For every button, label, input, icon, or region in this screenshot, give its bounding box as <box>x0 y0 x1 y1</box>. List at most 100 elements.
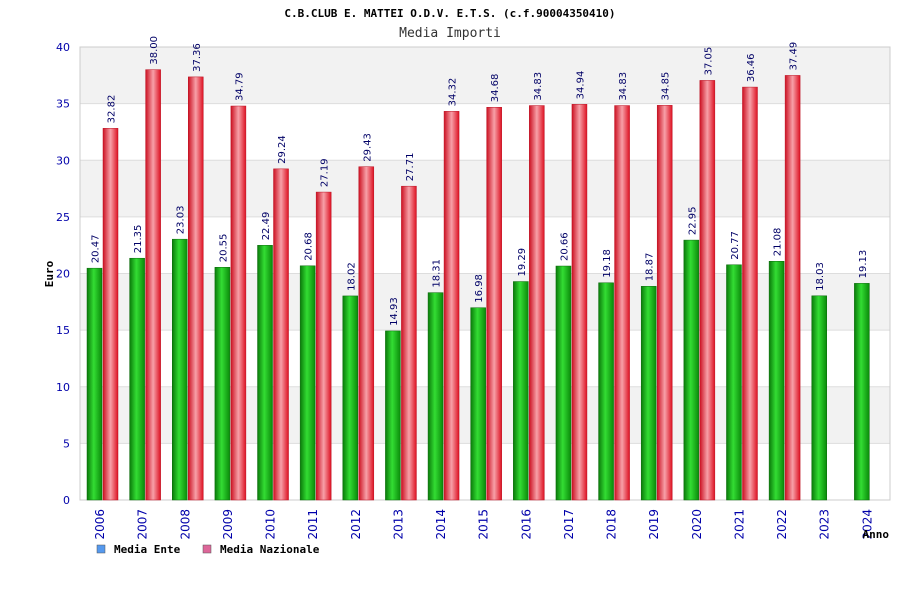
data-label: 34.85 <box>661 72 672 101</box>
y-axis: 0 5 10 15 20 25 30 35 40 <box>56 41 70 507</box>
y-tick-label: 5 <box>63 437 70 450</box>
legend-swatch-ente <box>96 544 106 554</box>
legend-entry-nazionale: Media Nazionale <box>220 543 320 556</box>
y-tick-label: 10 <box>56 381 70 394</box>
x-tick-label: 2011 <box>306 509 320 540</box>
data-label: 20.68 <box>304 232 315 261</box>
data-label: 19.18 <box>602 249 613 278</box>
data-label: 23.03 <box>176 206 187 235</box>
x-tick-label: 2008 <box>178 509 192 540</box>
bar-ente <box>86 267 103 501</box>
bar-ente <box>385 330 401 501</box>
bar-nazionale <box>571 104 588 501</box>
value-labels: 20.47 32.82 21.35 38.00 23.03 37.36 20.55 34.79… <box>91 36 869 326</box>
data-label: 20.77 <box>730 231 741 260</box>
data-label: 37.05 <box>703 47 714 76</box>
x-tick-label: 2010 <box>264 509 278 540</box>
y-tick-label: 25 <box>56 211 70 224</box>
data-label: 29.24 <box>277 135 288 164</box>
bar-ente <box>172 238 188 501</box>
chart-title: C.B.CLUB E. MATTEI O.D.V. E.T.S. (c.f.90… <box>284 7 615 20</box>
x-tick-label: 2019 <box>647 509 661 540</box>
x-tick-label: 2007 <box>136 509 150 540</box>
x-tick-label: 2018 <box>605 509 619 540</box>
data-label: 19.29 <box>517 248 528 277</box>
data-label: 34.79 <box>234 72 245 101</box>
bar-nazionale <box>358 166 375 501</box>
bar-ente <box>299 265 316 501</box>
data-label: 22.95 <box>687 206 698 235</box>
bar-nazionale <box>529 105 545 501</box>
legend-swatch-nazionale <box>202 544 212 554</box>
x-tick-label: 2020 <box>690 509 704 540</box>
data-label: 16.98 <box>474 274 485 303</box>
bar-ente <box>726 264 742 501</box>
data-label: 18.31 <box>432 259 443 288</box>
data-label: 34.94 <box>575 71 586 100</box>
bar-nazionale <box>188 76 204 501</box>
data-label: 32.82 <box>107 95 118 124</box>
y-axis-label: Euro <box>43 260 56 287</box>
data-label: 18.02 <box>346 262 357 291</box>
bar-nazionale <box>486 106 502 501</box>
data-label: 20.66 <box>559 232 570 261</box>
x-tick-label: 2021 <box>732 509 746 540</box>
bar-ente <box>555 265 572 501</box>
bar-nazionale <box>145 69 161 501</box>
data-label: 21.08 <box>773 228 784 257</box>
bar-ente <box>257 245 273 501</box>
y-tick-label: 20 <box>56 268 70 281</box>
data-label: 34.68 <box>490 74 501 103</box>
bar-ente <box>683 239 700 501</box>
bars <box>86 69 870 501</box>
data-label: 37.49 <box>789 42 800 71</box>
data-label: 29.43 <box>362 133 373 162</box>
data-label: 34.32 <box>448 78 459 107</box>
legend: Media Ente Media Nazionale <box>96 543 320 556</box>
data-label: 34.83 <box>533 72 544 101</box>
bar-nazionale <box>699 80 716 501</box>
data-label: 27.71 <box>405 153 416 182</box>
x-tick-label: 2013 <box>391 509 405 540</box>
legend-entry-ente: Media Ente <box>114 543 181 556</box>
bar-ente <box>768 261 785 501</box>
x-tick-label: 2022 <box>775 509 789 540</box>
data-label: 20.55 <box>218 234 229 263</box>
data-label: 21.35 <box>133 225 144 254</box>
data-label: 14.93 <box>389 297 400 326</box>
data-label: 38.00 <box>149 36 160 65</box>
x-tick-label: 2012 <box>349 509 363 540</box>
data-label: 19.13 <box>858 250 869 279</box>
x-tick-label: 2016 <box>519 509 533 540</box>
bar-nazionale <box>230 105 247 501</box>
bar-ente <box>811 295 827 501</box>
data-label: 18.03 <box>815 262 826 291</box>
data-label: 20.47 <box>91 235 102 264</box>
bar-nazionale <box>614 105 630 501</box>
data-label: 34.83 <box>618 72 629 101</box>
bar-ente <box>640 286 657 501</box>
bar-nazionale <box>273 168 289 501</box>
bar-nazionale <box>102 128 119 501</box>
x-axis-label: Anno <box>863 528 890 541</box>
bar-ente <box>342 295 359 501</box>
bar-ente <box>470 307 486 501</box>
bar-nazionale <box>742 86 758 501</box>
bar-nazionale <box>401 185 417 501</box>
x-tick-label: 2015 <box>477 509 491 540</box>
bar-ente <box>854 283 870 501</box>
x-tick-label: 2009 <box>221 509 235 540</box>
y-tick-label: 15 <box>56 324 70 337</box>
data-label: 27.19 <box>320 158 331 187</box>
bar-nazionale <box>315 191 332 501</box>
x-tick-label: 2014 <box>434 509 448 540</box>
y-tick-label: 0 <box>63 494 70 507</box>
y-tick-label: 30 <box>56 154 70 167</box>
bar-ente <box>513 281 529 501</box>
data-label: 18.87 <box>645 253 656 282</box>
x-tick-label: 2017 <box>562 509 576 540</box>
x-tick-label: 2023 <box>818 509 832 540</box>
y-tick-label: 40 <box>56 41 70 54</box>
x-tick-label: 2006 <box>93 509 107 540</box>
